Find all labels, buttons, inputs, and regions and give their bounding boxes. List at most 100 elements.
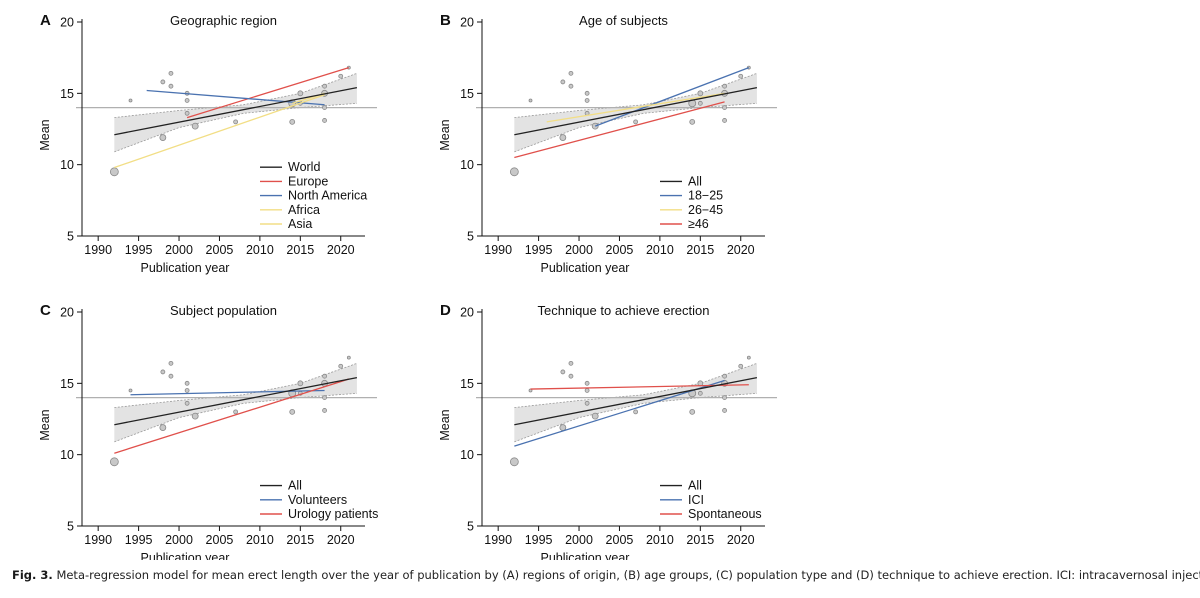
x-tick-label: 1995 [525, 533, 553, 547]
data-point [346, 355, 351, 360]
legend-item: 18−25 [660, 189, 723, 203]
panel-b: B Age of subjects 5 10 15 20 1990 1995 2000 2005 2… [438, 12, 777, 275]
legend-item: All [260, 479, 302, 493]
ci-lower-line [514, 102, 757, 153]
y-tick-label: 5 [67, 230, 74, 244]
data-point [584, 388, 590, 393]
legend-item: All [660, 479, 702, 493]
data-point [160, 369, 166, 375]
y-axis-label: Mean [38, 119, 52, 150]
data-point [584, 400, 590, 406]
caption-label: Fig. 3. [12, 568, 53, 582]
panel-letter: B [440, 12, 451, 29]
y-tick-label: 5 [467, 230, 474, 244]
panel-d: D Technique to achieve erection 5 10 15 20 199… [438, 302, 777, 560]
data-point [168, 373, 174, 379]
legend-label: All [288, 479, 302, 493]
x-tick-label: 1990 [484, 243, 512, 257]
x-tick-label: 2000 [165, 533, 193, 547]
x-tick-label: 2010 [246, 243, 274, 257]
x-tick-label: 2005 [206, 243, 234, 257]
y-tick-label: 10 [460, 158, 474, 172]
ci-band [514, 73, 757, 152]
data-point [560, 79, 566, 85]
x-tick-label: 2015 [686, 533, 714, 547]
data-point [159, 424, 167, 431]
ci-upper-line [114, 72, 358, 118]
data-point [528, 98, 533, 103]
ci-upper-line [514, 362, 758, 408]
data-point [184, 388, 190, 393]
ci-lower-line [114, 392, 357, 443]
data-point [722, 373, 727, 379]
legend-label: Africa [288, 203, 320, 217]
data-point [184, 110, 190, 116]
x-tick-label: 2005 [206, 533, 234, 547]
legend-label: ICI [688, 493, 704, 507]
data-point [697, 390, 703, 396]
panel-title: Technique to achieve erection [537, 303, 709, 318]
data-point [184, 400, 190, 406]
x-tick-label: 2020 [727, 533, 755, 547]
legend-label: ≥46 [688, 217, 709, 231]
x-tick-label: 2015 [286, 533, 314, 547]
ci-band [114, 73, 357, 152]
y-tick-label: 5 [467, 520, 474, 534]
data-point [109, 457, 119, 467]
panel-c: C Subject population 5 10 15 20 1990 1995 2000 20… [38, 302, 378, 560]
ci-band [114, 363, 357, 442]
data-point [184, 98, 190, 103]
ci-band [514, 363, 757, 442]
data-point [168, 83, 174, 89]
regression-line-18-25 [594, 67, 750, 127]
data-point [322, 408, 327, 413]
x-tick-label: 2005 [606, 533, 634, 547]
legend-label: Asia [288, 217, 312, 231]
data-point [159, 134, 167, 141]
y-tick-label: 5 [67, 520, 74, 534]
data-point [160, 79, 166, 85]
data-point [722, 83, 727, 89]
x-tick-label: 2000 [165, 243, 193, 257]
data-point [559, 134, 567, 141]
data-point [297, 380, 304, 387]
data-point [322, 373, 327, 379]
data-point [297, 90, 304, 97]
data-point [568, 373, 574, 379]
panel-letter: D [440, 302, 451, 319]
legend-item: North America [260, 189, 367, 203]
data-point [633, 409, 639, 415]
x-tick-label: 1990 [484, 533, 512, 547]
data-point [584, 98, 590, 103]
x-tick-label: 1995 [525, 243, 553, 257]
legend-item: 26−45 [660, 203, 723, 217]
regression-line-all [114, 376, 358, 426]
legend-item: Asia [260, 217, 312, 231]
x-tick-label: 2010 [246, 533, 274, 547]
data-point [568, 70, 574, 76]
legend-label: World [288, 160, 320, 174]
regression-line-ici [514, 379, 725, 447]
legend-item: Europe [260, 174, 328, 188]
regression-line-volunteers [130, 389, 325, 396]
ci-lower-line [514, 392, 757, 443]
data-point [168, 360, 174, 366]
data-point [584, 90, 590, 96]
data-point [128, 98, 133, 103]
x-axis-label: Publication year [541, 261, 630, 275]
legend-label: 18−25 [688, 189, 723, 203]
x-tick-label: 1995 [125, 533, 153, 547]
legend-label: Volunteers [288, 493, 347, 507]
y-tick-label: 15 [60, 87, 74, 101]
data-point [568, 83, 574, 89]
regression-line-europe [186, 67, 350, 119]
legend-item: All [660, 174, 702, 188]
data-point [689, 408, 696, 415]
y-tick-label: 20 [460, 16, 474, 30]
panel-letter: A [40, 12, 51, 29]
y-tick-label: 15 [460, 87, 474, 101]
x-tick-label: 1990 [84, 533, 112, 547]
panel-a: A Geographic region 5 10 15 20 1990 1995 2000 200… [38, 12, 377, 275]
legend-item: Volunteers [260, 493, 347, 507]
ci-lower-line [114, 102, 357, 153]
